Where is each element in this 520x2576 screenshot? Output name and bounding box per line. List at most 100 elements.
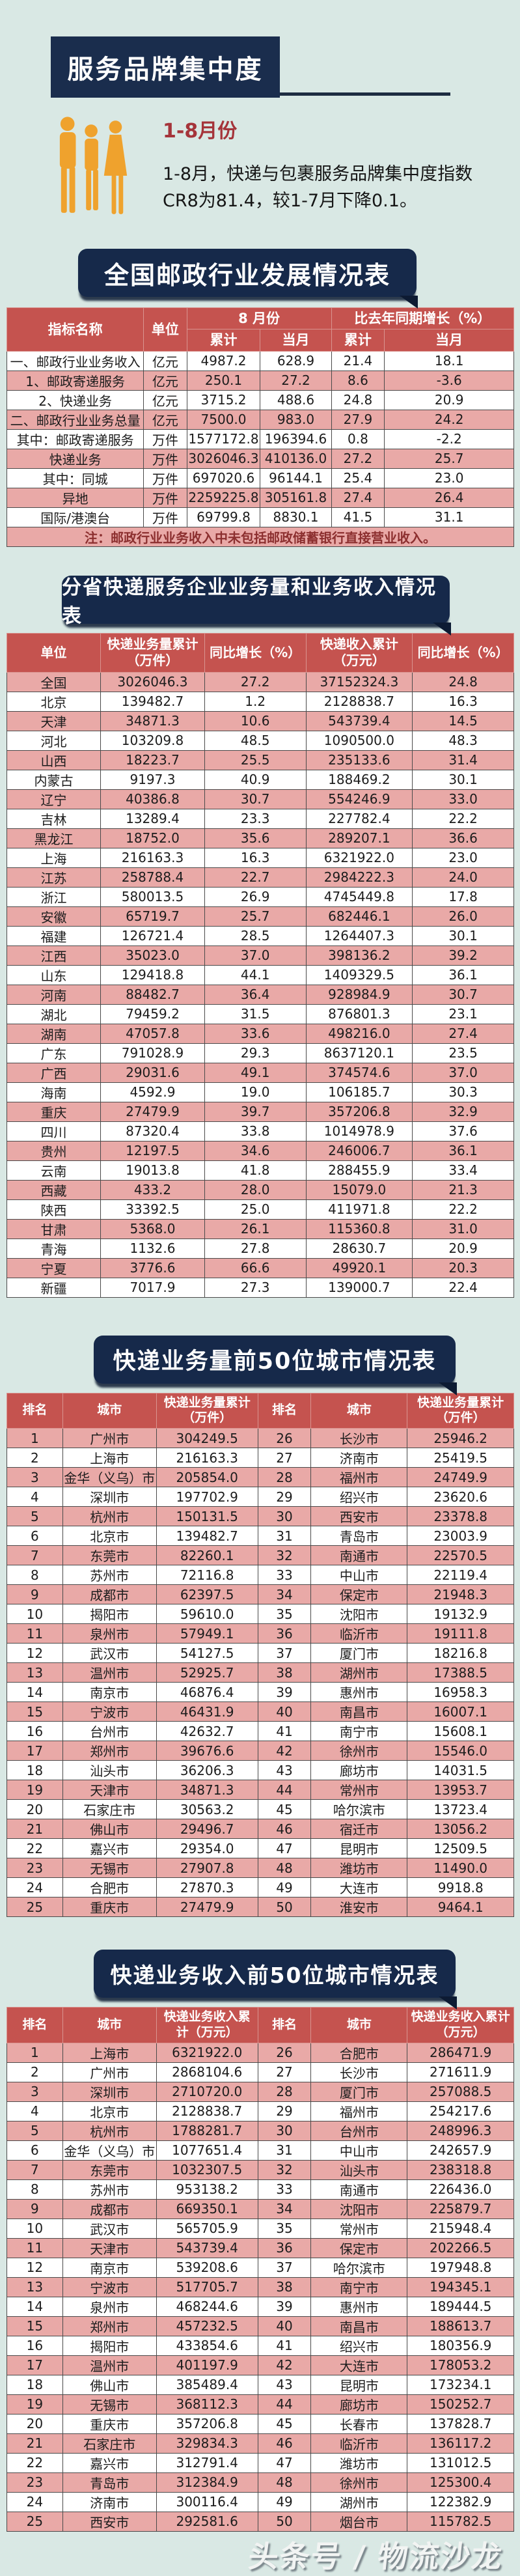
table-cell: 10.6 xyxy=(204,710,307,731)
table-cell: 286471.9 xyxy=(407,2042,514,2063)
table-cell: 21.4 xyxy=(331,350,385,371)
table-row: 12 南京市 539208.6 37 哈尔滨市 197948.8 xyxy=(7,2257,514,2278)
table-cell: 东莞市 xyxy=(62,1545,157,1565)
table-cell: 其中：邮政寄递服务 xyxy=(6,428,144,449)
table-row: 天津 34871.3 10.6 543739.4 14.5 xyxy=(6,710,514,731)
table-cell: 37152324.3 xyxy=(305,671,413,692)
table-cell: 26.9 xyxy=(204,886,307,907)
table-cell: 46 xyxy=(257,1819,312,1839)
table-cell: 23378.8 xyxy=(407,1506,514,1526)
page-title-box: 服务品牌集中度 xyxy=(51,36,280,98)
table-cell: 791028.9 xyxy=(100,1043,205,1063)
table-cell: 浙江 xyxy=(6,886,102,907)
table-row: 24 合肥市 27870.3 49 大连市 9918.8 xyxy=(7,1877,514,1897)
table-cell: 876801.3 xyxy=(305,1003,413,1024)
table-cell: 7 xyxy=(7,2159,63,2180)
table-cell: 226436.0 xyxy=(407,2179,514,2200)
table-cell: 21 xyxy=(7,2433,63,2454)
table-cell: 16 xyxy=(7,2335,63,2356)
header-cell: 排名 xyxy=(7,2007,63,2043)
table-row: 江西 35023.0 37.0 398136.2 39.2 xyxy=(6,945,514,966)
table-cell: 178053.2 xyxy=(407,2355,514,2375)
table-cell: 惠州市 xyxy=(310,1682,408,1702)
table-cell: 122382.9 xyxy=(407,2491,514,2512)
table-cell: 哈尔滨市 xyxy=(310,1799,408,1819)
table-cell: 天津市 xyxy=(62,1780,157,1800)
table-cell: 17 xyxy=(7,1741,63,1761)
table-cell: 16.3 xyxy=(204,847,307,868)
table-cell: 29354.0 xyxy=(156,1838,258,1858)
table-cell: 1 xyxy=(7,2042,63,2063)
national-postal-table: 指标名称 单位 8 月份 比去年同期增长（%） 累计 当月 累计 当月 一、邮政… xyxy=(6,307,515,547)
table-cell: 南京市 xyxy=(62,2257,157,2278)
table-cell: 8 xyxy=(7,1565,63,1585)
table-cell: 42632.7 xyxy=(156,1721,258,1741)
table-cell: 33 xyxy=(257,2179,312,2200)
header-cell: 累计 xyxy=(186,329,261,352)
header-cell: 快递业务收入累计（万元） xyxy=(156,2007,258,2043)
table-cell: 457232.5 xyxy=(156,2316,258,2336)
table-cell: 5368.0 xyxy=(100,1218,205,1239)
header-cell: 快递业务量累计（万件） xyxy=(156,1392,258,1429)
table-cell: 22.7 xyxy=(204,867,307,888)
table-cell: 46876.4 xyxy=(156,1682,258,1702)
table-cell: 13289.4 xyxy=(100,808,205,829)
table-cell: -3.6 xyxy=(384,370,514,391)
table-cell: 29.3 xyxy=(204,1043,307,1063)
table-cell: 22.2 xyxy=(412,808,514,829)
table-cell: 6321922.0 xyxy=(305,847,413,868)
table-cell: 33.8 xyxy=(204,1121,307,1141)
table-cell: 1090500.0 xyxy=(305,730,413,751)
table-cell: 39 xyxy=(257,2296,312,2317)
table-cell: 189444.5 xyxy=(407,2296,514,2317)
table-cell: 35 xyxy=(257,2218,312,2239)
table-cell: 郑州市 xyxy=(62,2316,157,2336)
table-row: 20 重庆市 357206.8 45 长春市 137828.7 xyxy=(7,2413,514,2434)
table-cell: 202266.5 xyxy=(407,2237,514,2258)
table-row: 西藏 433.2 28.0 15079.0 21.3 xyxy=(6,1179,514,1200)
table-cell: 二、邮政行业业务总量 xyxy=(6,409,144,430)
table-cell: 新疆 xyxy=(6,1277,102,1298)
table-cell: 72116.8 xyxy=(156,1565,258,1585)
table-row: 5 杭州市 1788281.7 30 台州市 248996.3 xyxy=(7,2120,514,2141)
table-cell: 湖州市 xyxy=(310,2491,408,2512)
table-row: 安徽 65719.7 25.7 682446.1 26.0 xyxy=(6,906,514,927)
table-row: 11 泉州市 57949.1 36 临沂市 19111.8 xyxy=(7,1623,514,1644)
table-cell: 绍兴市 xyxy=(310,2335,408,2356)
table-cell: 37.6 xyxy=(412,1121,514,1141)
table-cell: 14031.5 xyxy=(407,1760,514,1780)
table-cell: 25419.5 xyxy=(407,1448,514,1468)
table-cell: 42 xyxy=(257,1741,312,1761)
table-row: 湖北 79459.2 31.5 876801.3 23.1 xyxy=(6,1003,514,1024)
table-cell: 2128838.7 xyxy=(156,2101,258,2121)
table-cell: 佛山市 xyxy=(62,2374,157,2395)
table-cell: 66.6 xyxy=(204,1257,307,1278)
table-cell: 16 xyxy=(7,1721,63,1741)
table-cell: 305161.8 xyxy=(260,487,332,508)
table-cell: 32 xyxy=(257,1545,312,1565)
table-cell: 188613.7 xyxy=(407,2316,514,2336)
table-row: 21 佛山市 29496.7 46 宿迁市 13056.2 xyxy=(7,1819,514,1839)
table-row: 23 青岛市 312384.9 48 徐州市 125300.4 xyxy=(7,2472,514,2493)
table-cell: 安徽 xyxy=(6,906,102,927)
table-cell: 139482.7 xyxy=(100,691,205,712)
table-cell: 泉州市 xyxy=(62,2296,157,2317)
table-row: 浙江 580013.5 26.9 4745449.8 17.8 xyxy=(6,886,514,907)
table-cell: 398136.2 xyxy=(305,945,413,966)
table-cell: 无锡市 xyxy=(62,1858,157,1878)
table-cell: 126721.4 xyxy=(100,925,205,946)
table-cell: 150252.7 xyxy=(407,2394,514,2415)
table-cell: 41 xyxy=(257,2335,312,2356)
table-cell: 8637120.1 xyxy=(305,1043,413,1063)
table-cell: 19111.8 xyxy=(407,1623,514,1644)
table-cell: 宿迁市 xyxy=(310,1819,408,1839)
table-cell: 34871.3 xyxy=(100,710,205,731)
table-cell: 27.4 xyxy=(331,487,385,508)
table-cell: 34871.3 xyxy=(156,1780,258,1800)
table-cell: 中山市 xyxy=(310,1565,408,1585)
table-row: 14 南京市 46876.4 39 惠州市 16958.3 xyxy=(7,1682,514,1702)
table-cell: 103209.8 xyxy=(100,730,205,751)
table-cell: 深圳市 xyxy=(62,2081,157,2102)
table-cell: 131012.5 xyxy=(407,2452,514,2473)
table-cell: 厦门市 xyxy=(310,2081,408,2102)
